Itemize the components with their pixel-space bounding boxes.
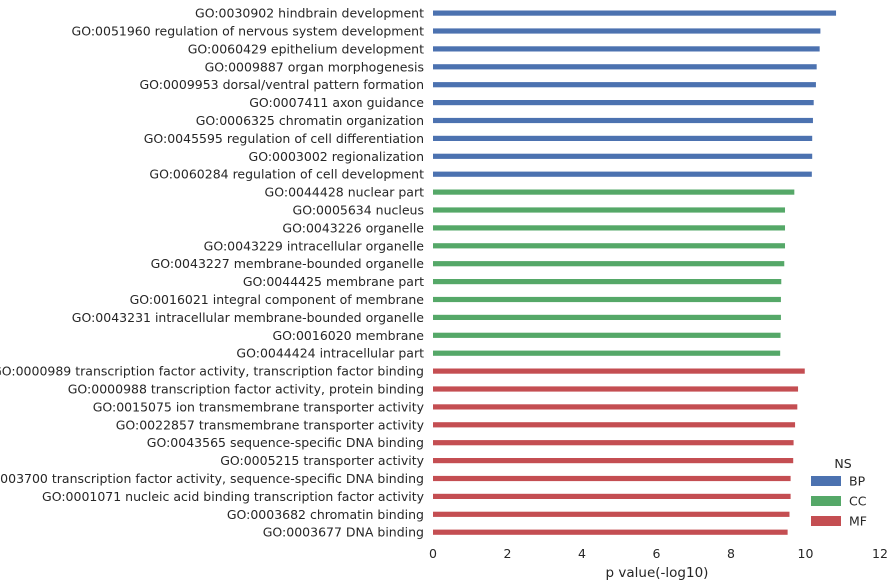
category-label: GO:0060284 regulation of cell developmen… — [149, 167, 424, 182]
bar-bp — [433, 135, 813, 141]
category-label: GO:0015075 ion transmembrane transporter… — [93, 399, 425, 414]
category-label: GO:0022857 transmembrane transporter act… — [116, 417, 425, 432]
bar-bp — [433, 171, 812, 177]
x-axis-label: p value(-log10) — [606, 565, 709, 581]
bars — [433, 10, 837, 535]
bar-bp — [433, 28, 821, 34]
category-label: GO:0000989 transcription factor activity… — [0, 364, 424, 379]
x-tick-label: 0 — [429, 546, 437, 561]
x-tick-label: 2 — [504, 546, 512, 561]
legend-title: NS — [834, 456, 851, 471]
bar-bp — [433, 46, 820, 52]
bar-bp — [433, 82, 816, 88]
bar-bp — [433, 64, 817, 70]
bar-mf — [433, 422, 796, 428]
category-label: GO:0000988 transcription factor activity… — [68, 382, 424, 397]
category-label: GO:0007411 axon guidance — [249, 95, 424, 110]
bar-bp — [433, 117, 813, 124]
bar-cc — [433, 350, 781, 356]
bar-mf — [433, 386, 799, 392]
category-label: GO:0006325 chromatin organization — [196, 113, 424, 128]
x-tick-label: 10 — [798, 546, 814, 561]
bar-mf — [433, 493, 791, 499]
bar-cc — [433, 225, 786, 231]
category-label: GO:0043226 organelle — [282, 220, 424, 235]
category-label: GO:0001071 nucleic acid binding transcri… — [42, 489, 425, 504]
bar-mf — [433, 368, 805, 374]
x-tick-label: 4 — [578, 546, 586, 561]
category-label: GO:0060429 epithelium development — [188, 41, 424, 56]
category-label: GO:0009953 dorsal/ventral pattern format… — [139, 77, 424, 92]
bar-mf — [433, 458, 794, 464]
bar-cc — [433, 207, 786, 213]
legend-swatch-bp — [811, 476, 841, 486]
bar-bp — [433, 153, 813, 159]
x-tick-label: 8 — [727, 546, 735, 561]
category-label: GO:0003700 transcription factor activity… — [0, 471, 424, 486]
category-label: GO:0016021 integral component of membran… — [130, 292, 425, 307]
legend-swatch-cc — [811, 496, 841, 506]
bar-cc — [433, 243, 786, 249]
category-label: GO:0045595 regulation of cell differenti… — [144, 131, 424, 146]
category-label: GO:0043231 intracellular membrane-bounde… — [72, 310, 425, 325]
category-label: GO:0003677 DNA binding — [263, 525, 424, 540]
category-label: GO:0043227 membrane-bounded organelle — [151, 256, 425, 271]
x-axis-ticks: 0 2 4 6 8 10 12 — [429, 546, 888, 561]
bar-cc — [433, 189, 795, 195]
bar-mf — [433, 529, 788, 535]
bar-cc — [433, 296, 781, 303]
legend-label-cc: CC — [849, 494, 867, 509]
bar-bp — [433, 10, 837, 16]
category-label: GO:0005634 nucleus — [293, 203, 424, 218]
x-tick-label: 12 — [872, 546, 888, 561]
category-label: GO:0043565 sequence-specific DNA binding — [147, 435, 424, 450]
x-tick-label: 6 — [653, 546, 661, 561]
category-label: GO:0003682 chromatin binding — [227, 507, 424, 522]
category-label: GO:0009887 organ morphogenesis — [205, 59, 424, 74]
category-label: GO:0003002 regionalization — [249, 149, 424, 164]
bar-cc — [433, 261, 785, 267]
category-label: GO:0016020 membrane — [272, 328, 424, 343]
bar-mf — [433, 511, 790, 517]
category-label: GO:0051960 regulation of nervous system … — [72, 24, 425, 39]
category-label: GO:0044424 intracellular part — [236, 346, 424, 361]
category-label: GO:0044428 nuclear part — [265, 185, 425, 200]
bar-bp — [433, 100, 814, 106]
category-label: GO:0005215 transporter activity — [220, 453, 424, 468]
category-label: GO:0044425 membrane part — [243, 274, 424, 289]
bar-mf — [433, 440, 794, 446]
bar-mf — [433, 404, 798, 410]
category-label: GO:0043229 intracellular organelle — [204, 238, 425, 253]
category-labels: GO:0030902 hindbrain development GO:00519… — [0, 6, 425, 540]
bar-cc — [433, 279, 782, 285]
category-label: GO:0030902 hindbrain development — [195, 6, 424, 21]
legend: NS BP CC MF — [811, 456, 867, 529]
legend-swatch-mf — [811, 516, 841, 526]
bar-cc — [433, 314, 781, 320]
legend-label-bp: BP — [849, 474, 866, 489]
legend-label-mf: MF — [849, 514, 867, 529]
bar-mf — [433, 475, 791, 482]
bar-cc — [433, 332, 781, 338]
